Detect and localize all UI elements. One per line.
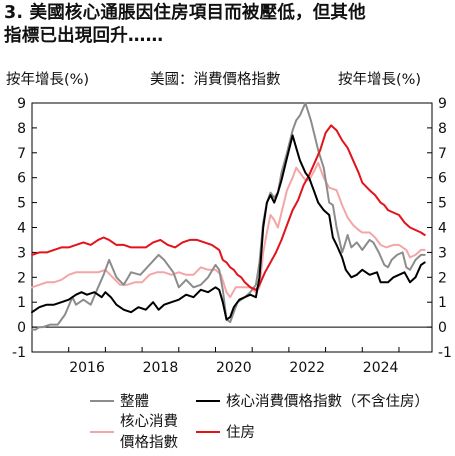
legend-label-core-alt-line-1: 核心消費 bbox=[120, 413, 178, 430]
series-housing-line bbox=[31, 124, 426, 291]
chart-title: 3. 美國核心通脹因住房項目而被壓低，但其他 指標已出現回升…… bbox=[4, 2, 452, 48]
y-tick-label-right: -1 bbox=[438, 345, 452, 361]
y-tick-label-right: 0 bbox=[438, 320, 447, 336]
y-tick-label-right: 8 bbox=[438, 121, 447, 137]
y-tick-label-right: 9 bbox=[438, 96, 447, 112]
y-tick-label-right: 4 bbox=[438, 221, 447, 237]
y-tick-label-left: 7 bbox=[17, 146, 26, 162]
y-tick-label-right: 5 bbox=[438, 196, 447, 212]
y-tick-label-left: 3 bbox=[17, 245, 26, 261]
series-core-line bbox=[31, 134, 426, 321]
x-tick-label: 2024 bbox=[363, 360, 399, 376]
y-tick-label-left: 2 bbox=[17, 270, 26, 286]
chart-subtitle: 美國：消費價格指數 bbox=[150, 72, 281, 88]
series-core-alt-line bbox=[31, 161, 426, 299]
x-tick-label: 2018 bbox=[143, 360, 179, 376]
chart-title-line-2: 指標已出現回升…… bbox=[4, 26, 164, 46]
legend-label-headline: 整體 bbox=[120, 393, 149, 410]
y-tick-label-left: 6 bbox=[17, 171, 26, 187]
series-layer bbox=[31, 102, 426, 331]
y-tick-label-left: 1 bbox=[17, 295, 26, 311]
x-tick-label: 2020 bbox=[216, 360, 252, 376]
chart-title-line-1: 3. 美國核心通脹因住房項目而被壓低，但其他 bbox=[4, 3, 366, 23]
y-tick-label-left: 4 bbox=[17, 221, 26, 237]
legend: 整體 核心消費價格指數（不含住房） 核心消費 價格指數 住房 bbox=[90, 393, 429, 451]
y-tick-label-left: 0 bbox=[17, 320, 26, 336]
x-tick-label: 2022 bbox=[289, 360, 325, 376]
series-headline-line bbox=[31, 102, 426, 331]
legend-label-core: 核心消費價格指數（不含住房） bbox=[226, 393, 429, 410]
y-tick-label-right: 7 bbox=[438, 146, 447, 162]
y-tick-label-left: 8 bbox=[17, 121, 26, 137]
y-tick-label-right: 2 bbox=[438, 270, 447, 286]
y-tick-label-left: 5 bbox=[17, 196, 26, 212]
y-tick-label-right: 3 bbox=[438, 245, 447, 261]
chart-axes: -1 -1 0 0 1 1 2 2 3 3 4 4 5 5 6 6 7 7 8 8 9 9 2016 2018 2020 2022… bbox=[12, 96, 452, 376]
x-tick-label: 2016 bbox=[69, 360, 105, 376]
y-tick-label-left: -1 bbox=[12, 345, 26, 361]
y-tick-label-right: 1 bbox=[438, 295, 447, 311]
y-tick-label-right: 6 bbox=[438, 171, 447, 187]
left-axis-unit: 按年增長(%) bbox=[6, 72, 90, 88]
legend-label-housing: 住房 bbox=[226, 424, 255, 441]
y-tick-label-left: 9 bbox=[17, 96, 26, 112]
legend-label-core-alt-line-2: 價格指數 bbox=[120, 434, 178, 451]
right-axis-unit: 按年增長(%) bbox=[338, 72, 422, 88]
